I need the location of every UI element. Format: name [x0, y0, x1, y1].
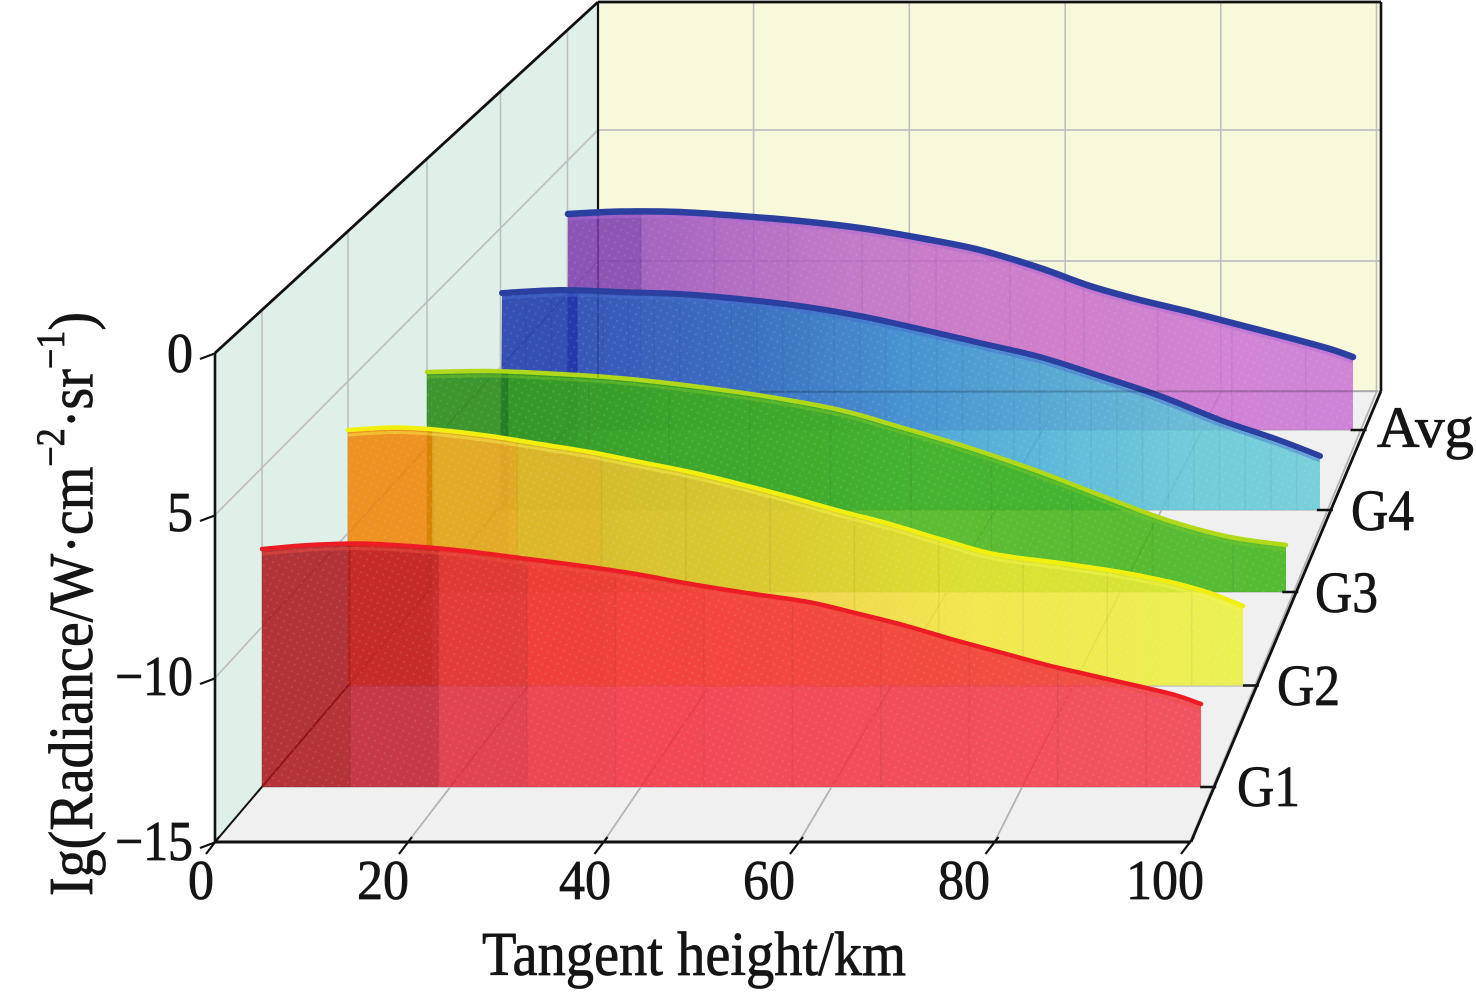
svg-text:G3: G3	[1315, 560, 1378, 625]
svg-text:40: 40	[559, 850, 611, 912]
svg-text:Tangent height/km: Tangent height/km	[482, 921, 906, 989]
svg-text:G4: G4	[1351, 478, 1414, 543]
svg-text:80: 80	[938, 850, 990, 912]
svg-text:0: 0	[188, 850, 214, 912]
svg-text:20: 20	[357, 850, 409, 912]
svg-text:100: 100	[1126, 850, 1204, 912]
svg-text:G2: G2	[1277, 653, 1340, 718]
svg-text:0: 0	[167, 323, 193, 385]
svg-text:G1: G1	[1237, 754, 1300, 819]
svg-text:−15: −15	[115, 811, 193, 873]
svg-text:5: 5	[167, 482, 193, 544]
svg-text:Ig(Radiance/W·cm−2·sr−1): Ig(Radiance/W·cm−2·sr−1)	[28, 312, 106, 896]
svg-text:60: 60	[743, 850, 795, 912]
svg-text:Avg: Avg	[1377, 395, 1474, 460]
svg-text:−10: −10	[115, 646, 193, 708]
